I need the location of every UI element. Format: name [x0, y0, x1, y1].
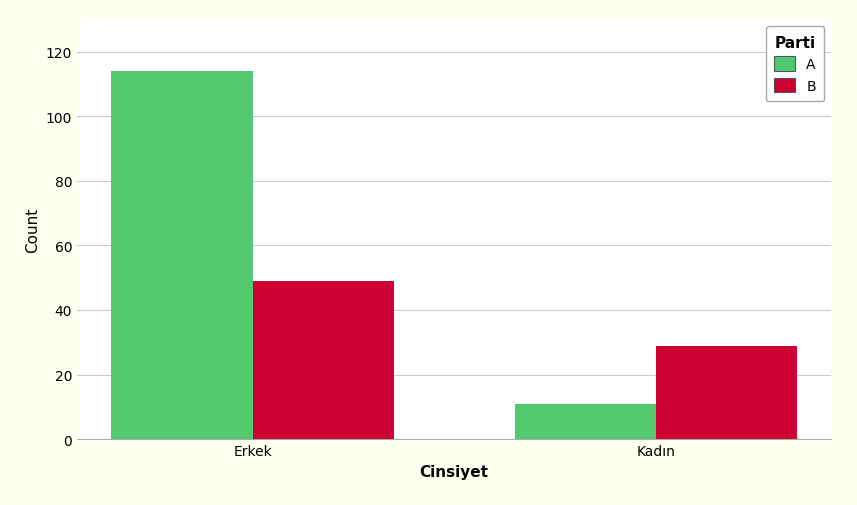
Bar: [656, 346, 797, 439]
Bar: [515, 404, 656, 439]
Bar: [111, 72, 253, 439]
Bar: [253, 281, 393, 439]
X-axis label: Cinsiyet: Cinsiyet: [420, 464, 488, 479]
Legend: A, B: A, B: [766, 27, 824, 102]
Y-axis label: Count: Count: [26, 207, 40, 252]
